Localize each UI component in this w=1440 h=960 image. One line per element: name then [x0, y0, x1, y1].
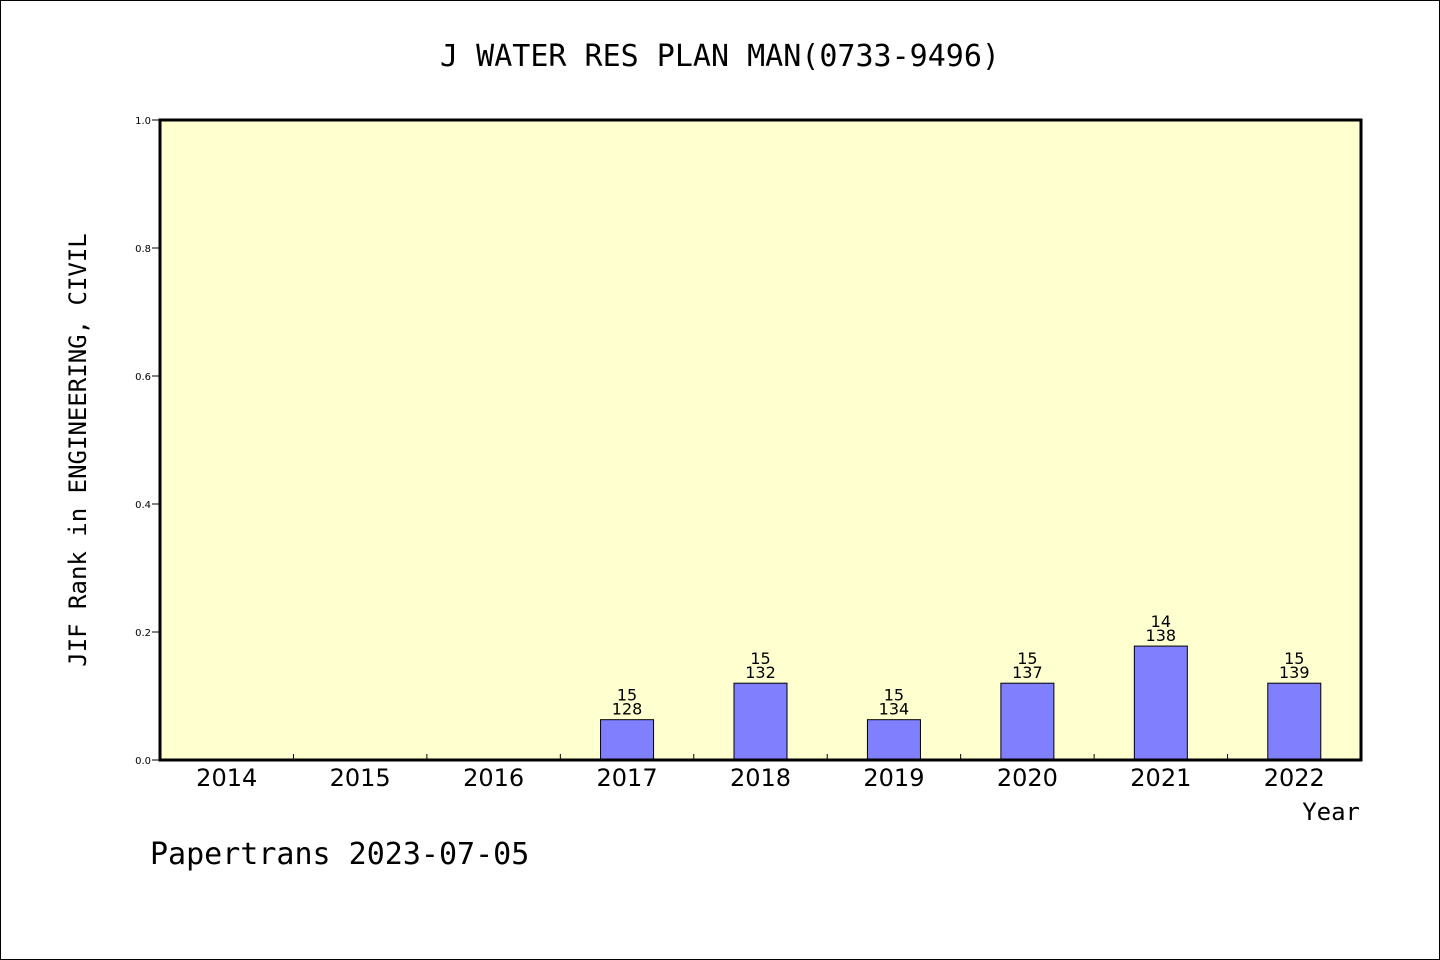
bars-group [600, 645, 1322, 761]
y-tick-label: 1.0 [135, 116, 151, 127]
bar-2022 [1267, 682, 1322, 761]
bar-2017 [600, 719, 655, 761]
bar-label-rank-2017: 15 [617, 686, 637, 705]
bar-2021 [1133, 645, 1188, 761]
bar-label-rank-2018: 15 [750, 649, 770, 668]
y-axis-label: JIF Rank in ENGINEERING, CIVIL [64, 233, 92, 666]
x-tick-label-2015: 2015 [330, 764, 391, 792]
x-tick-label-2020: 2020 [997, 764, 1058, 792]
x-tick-label-2021: 2021 [1130, 764, 1191, 792]
bar-2020 [1000, 682, 1055, 761]
x-axis-ticks: 2014 2015 2016 2017 2018 2019 2020 2021 2022 [196, 754, 1325, 792]
bar-label-rank-2022: 15 [1284, 649, 1304, 668]
x-tick-label-2019: 2019 [863, 764, 924, 792]
bar-label-rank-2021: 14 [1151, 612, 1171, 631]
x-axis-label: Year [1302, 798, 1360, 826]
bar-label-total-2022: 139 [1279, 663, 1310, 682]
bar-label-total-2019: 134 [879, 700, 910, 719]
y-tick-label: 0.4 [135, 500, 151, 511]
bar-label-rank-2019: 15 [884, 686, 904, 705]
y-tick-label: 0.2 [135, 628, 151, 639]
x-tick-label-2017: 2017 [597, 764, 658, 792]
chart-title: J WATER RES PLAN MAN(0733-9496) [440, 39, 1000, 74]
bar-2019 [866, 719, 921, 761]
x-tick-label-2018: 2018 [730, 764, 791, 792]
y-axis-ticks: 0.0 0.2 0.4 0.6 0.8 1.0 [135, 116, 160, 767]
x-tick-label-2014: 2014 [196, 764, 257, 792]
bar-label-rank-2020: 15 [1017, 649, 1037, 668]
bar-label-total-2021: 138 [1146, 626, 1177, 645]
y-tick-label: 0.0 [135, 756, 151, 767]
x-tick-label-2016: 2016 [463, 764, 524, 792]
bar-label-total-2018: 132 [745, 663, 776, 682]
y-tick-label: 0.6 [135, 372, 151, 383]
footer-credit: Papertrans 2023-07-05 [150, 837, 529, 872]
plot-border [158, 118, 1363, 762]
bar-2018 [733, 682, 788, 761]
bar-label-total-2017: 128 [612, 700, 643, 719]
x-tick-label-2022: 2022 [1264, 764, 1325, 792]
y-tick-label: 0.8 [135, 244, 151, 255]
bar-label-total-2020: 137 [1012, 663, 1043, 682]
